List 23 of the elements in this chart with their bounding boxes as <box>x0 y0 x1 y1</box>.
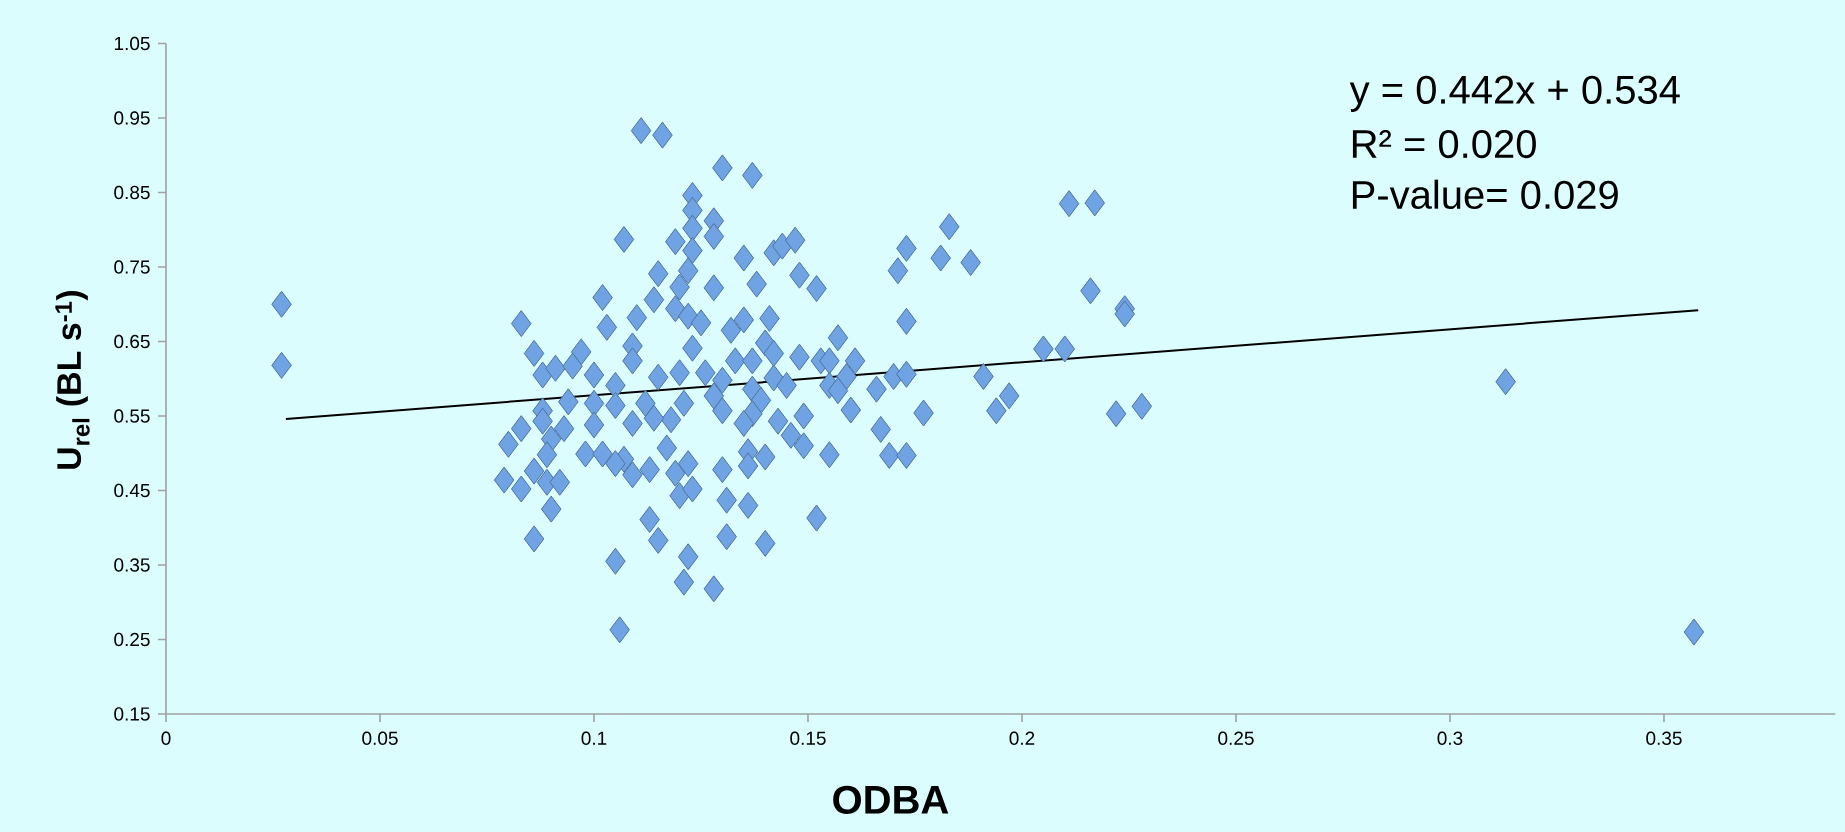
x-tick-label: 0.15 <box>790 731 826 745</box>
x-axis-title: ODBA <box>833 785 949 814</box>
annotation: R² = 0.020 <box>1352 129 1536 159</box>
y-tick-label: 0.25 <box>114 632 150 647</box>
y-tick-label: 0.85 <box>114 185 150 200</box>
x-tick-label: 0.05 <box>362 731 398 745</box>
x-tick-label: 0.1 <box>581 731 607 745</box>
annotation: y = 0.442x + 0.534 <box>1349 75 1680 112</box>
y-tick-label: 0.35 <box>114 558 150 572</box>
y-tick-label: 0.55 <box>114 409 150 423</box>
y-tick-label: 1.05 <box>114 36 150 51</box>
x-tick-label: 0 <box>161 731 171 745</box>
x-tick-label: 0.3 <box>1437 731 1463 745</box>
y-tick-label: 0.95 <box>114 111 150 125</box>
x-tick-label: 0.25 <box>1218 731 1254 745</box>
y-axis-title: U$_{rel}$ (BL s$^{-1}$) <box>55 290 90 469</box>
y-tick-label: 0.65 <box>114 334 150 349</box>
x-tick-label: 0.2 <box>1009 731 1035 745</box>
y-tick-label: 0.45 <box>114 483 150 498</box>
x-tick-label: 0.35 <box>1646 731 1682 745</box>
y-tick-label: 0.75 <box>114 260 150 274</box>
y-tick-label: 0.15 <box>114 707 150 721</box>
annotation: P-value= 0.029 <box>1352 179 1618 210</box>
